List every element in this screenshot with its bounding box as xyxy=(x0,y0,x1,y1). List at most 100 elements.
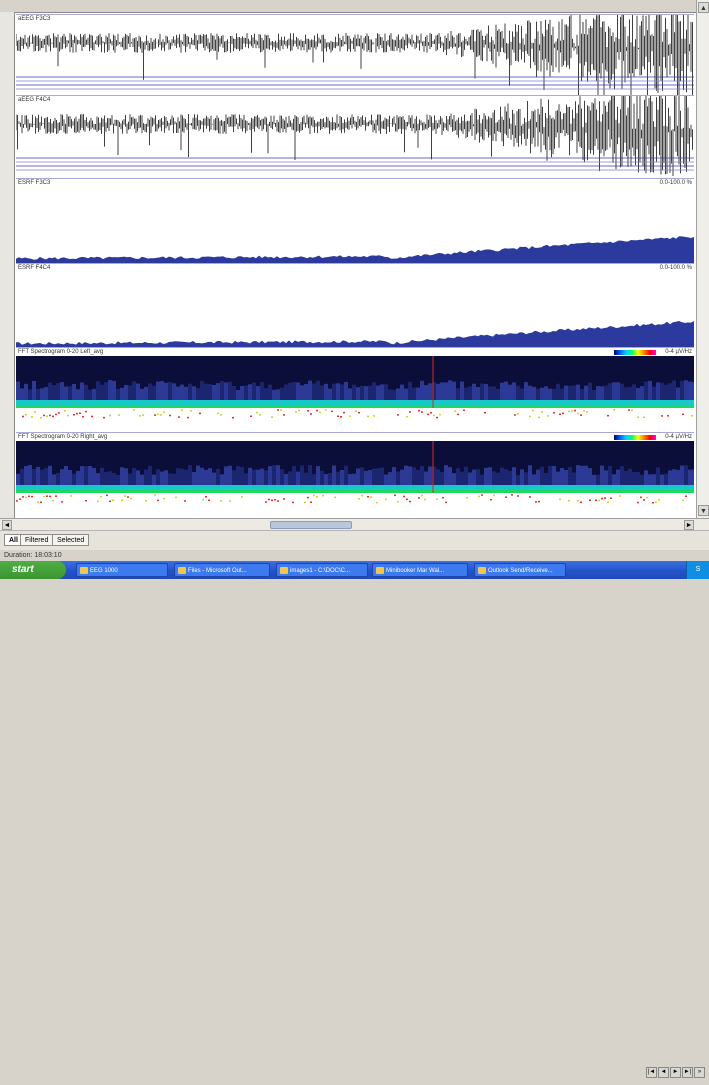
spectrogram-speck xyxy=(46,495,48,497)
spectrogram-speck xyxy=(613,409,615,411)
last-icon[interactable]: ►| xyxy=(682,1067,693,1078)
spectrogram-column xyxy=(512,382,516,408)
spectrogram-speck xyxy=(199,412,201,415)
spectrogram-column xyxy=(328,472,332,493)
window-icon xyxy=(280,567,288,574)
spectrogram-speck xyxy=(85,410,87,413)
spectrogram-speck xyxy=(16,500,18,502)
scroll-down-icon[interactable]: ▼ xyxy=(698,505,709,516)
spectrogram-column xyxy=(20,388,24,408)
spectrogram-speck xyxy=(133,409,135,411)
scroll-right-icon[interactable]: ► xyxy=(684,520,694,530)
panel-fft-left[interactable]: FFT Spectrogram 0-20 Left_avg 0-4 µV/Hz xyxy=(16,347,694,432)
spectrogram-column xyxy=(304,472,308,493)
taskbar-item[interactable]: EEG 1000 xyxy=(76,563,168,577)
spectrogram-speck xyxy=(181,409,183,412)
system-tray[interactable]: S xyxy=(686,561,709,579)
spectrogram-speck xyxy=(643,416,645,419)
spectrogram-column xyxy=(236,465,240,493)
panel-aeeg-f4c4[interactable]: aEEG F4C4 xyxy=(16,95,694,176)
spectrogram-speck xyxy=(292,501,294,504)
start-button[interactable]: start xyxy=(0,561,66,579)
spectrogram-speck xyxy=(376,501,378,504)
taskbar-item[interactable]: images1 - C:\DOC\C... xyxy=(276,563,368,577)
spectrogram-column xyxy=(256,386,260,408)
spectrogram-speck xyxy=(529,496,531,498)
tab-selected[interactable]: Selected xyxy=(52,534,90,546)
horizontal-scrollbar[interactable]: ◄ ► xyxy=(0,518,709,531)
spectrogram-speck xyxy=(682,499,684,502)
spectrogram-speck xyxy=(310,413,312,415)
spectrogram-column xyxy=(112,473,116,493)
panel-label: aEEG F4C4 xyxy=(18,97,51,103)
spectrogram-column xyxy=(668,383,672,408)
spectrogram-speck xyxy=(370,496,372,498)
spectrogram-column xyxy=(148,383,152,408)
first-icon[interactable]: |◄ xyxy=(646,1067,657,1078)
spectrogram-speck xyxy=(250,415,252,418)
spectrogram-speck xyxy=(277,409,279,411)
next-icon[interactable]: ► xyxy=(670,1067,681,1078)
spectrogram-column xyxy=(528,465,532,493)
prev-icon[interactable]: ◄ xyxy=(658,1067,669,1078)
spectrogram-speck xyxy=(307,410,309,412)
spectrogram-column xyxy=(496,472,500,493)
spectrogram-column xyxy=(32,468,36,493)
spectrogram-column xyxy=(116,474,120,493)
spectrogram-speck xyxy=(91,415,93,418)
spectrogram-column xyxy=(352,384,356,408)
spectrogram-column xyxy=(48,382,52,408)
spectrogram-column xyxy=(508,470,512,493)
spectrogram-column xyxy=(476,469,480,493)
taskbar-item[interactable]: Minibooker Mar Wal... xyxy=(372,563,468,577)
spectrogram-column xyxy=(340,384,344,408)
spectrogram-column xyxy=(296,382,300,408)
spectrogram-speck xyxy=(457,413,459,416)
spectrogram-column xyxy=(204,469,208,493)
spectrogram-speck xyxy=(559,413,561,415)
spectrogram-column xyxy=(52,474,56,493)
more-icon[interactable]: » xyxy=(694,1067,705,1078)
spectrogram-column xyxy=(408,466,412,493)
spectrogram-speck xyxy=(61,501,63,503)
spectrogram-column xyxy=(320,385,324,408)
panel-aeeg-f3c3[interactable]: aEEG F3C3 xyxy=(16,14,694,95)
spectrogram-column xyxy=(152,474,156,493)
taskbar-item[interactable]: Outlook Send/Receive... xyxy=(474,563,566,577)
plot-area[interactable] xyxy=(14,12,698,520)
spectrogram-column xyxy=(592,389,596,408)
panel-fft-right[interactable]: FFT Spectrogram 0-20 Right_avg 0-4 µV/Hz xyxy=(16,432,694,517)
spectrogram-column xyxy=(204,383,208,408)
spectrogram-column xyxy=(292,465,296,493)
spectrogram-column xyxy=(228,381,232,408)
spectrogram-column xyxy=(416,387,420,408)
scroll-thumb[interactable] xyxy=(270,521,352,529)
panel-label: FFT Spectrogram 0-20 Right_avg xyxy=(18,434,108,440)
spectrogram-column xyxy=(184,469,188,493)
spectrogram-column xyxy=(444,382,448,408)
spectrogram-speck xyxy=(481,494,483,496)
spectrogram-column xyxy=(216,468,220,493)
spectrogram-speck xyxy=(163,411,165,413)
tab-filtered[interactable]: Filtered xyxy=(20,534,54,546)
panel-esrf-f3c3[interactable]: ESRF F3C3 0.0-100.0 % xyxy=(16,178,694,263)
spectrogram-speck xyxy=(49,414,51,417)
spectrogram-speck xyxy=(25,496,27,499)
spectrogram-speck xyxy=(109,500,111,503)
spectrogram-speck xyxy=(466,497,468,499)
taskbar-item[interactable]: Files - Microsoft Out... xyxy=(174,563,270,577)
spectrogram-column xyxy=(428,466,432,493)
scroll-up-icon[interactable]: ▲ xyxy=(698,2,709,13)
spectrogram-speck xyxy=(577,412,579,415)
spectrogram-speck xyxy=(367,415,369,418)
spectrogram-speck xyxy=(142,414,144,416)
spectrogram-column xyxy=(212,472,216,493)
spectrogram-column xyxy=(348,473,352,493)
panel-esrf-f4c4[interactable]: ESRF F4C4 0.0-100.0 % xyxy=(16,263,694,348)
spectrogram-speck xyxy=(661,415,663,417)
vertical-scrollbar[interactable]: ▲ ▼ xyxy=(696,0,709,518)
spectrogram-column xyxy=(332,465,336,493)
spectrogram-column xyxy=(648,380,652,408)
spectrogram-speck xyxy=(43,495,45,498)
scroll-left-icon[interactable]: ◄ xyxy=(2,520,12,530)
